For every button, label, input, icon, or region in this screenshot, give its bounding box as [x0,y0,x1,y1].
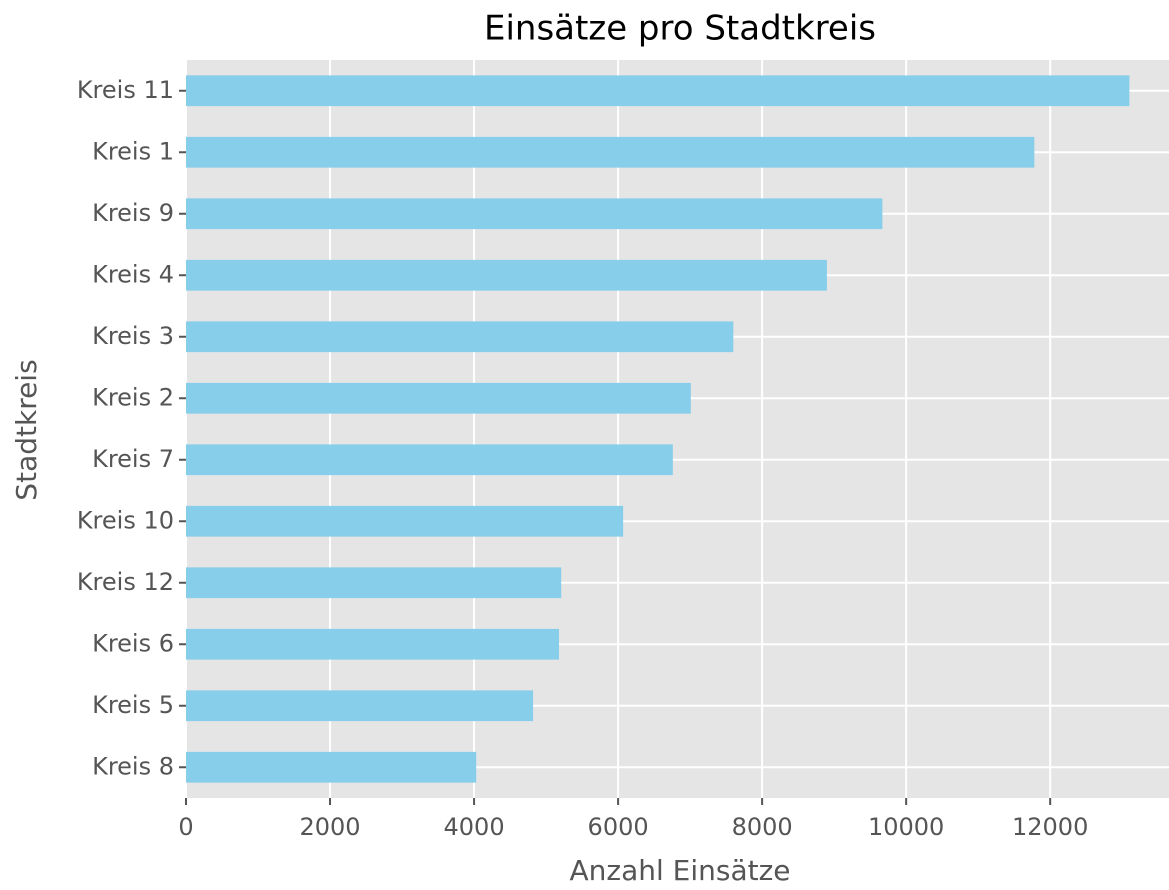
bar [186,751,477,783]
y-tick-label: Kreis 1 [92,137,174,165]
y-tick-label: Kreis 3 [92,322,174,350]
x-tick-label: 10000 [868,813,944,841]
bar [186,505,624,537]
bar [186,628,560,660]
bar [186,690,534,722]
y-tick-label: Kreis 12 [77,568,174,596]
x-tick-label: 4000 [444,813,505,841]
bar [186,259,827,291]
bar [186,75,1130,107]
bar [186,382,691,414]
y-tick-label: Kreis 6 [92,629,174,657]
bar [186,444,673,476]
plot-background [186,60,1169,798]
x-tick-label: 8000 [732,813,793,841]
bar [186,567,562,599]
y-tick-label: Kreis 10 [77,506,174,534]
x-tick-label: 0 [178,813,193,841]
y-tick-label: Kreis 2 [92,383,174,411]
bar [186,198,883,230]
x-axis-label: Anzahl Einsätze [569,854,790,887]
y-tick-label: Kreis 8 [92,752,174,780]
x-tick-label: 12000 [1012,813,1088,841]
chart-title: Einsätze pro Stadtkreis [484,9,876,49]
bar [186,321,734,353]
x-tick-label: 6000 [588,813,649,841]
y-axis-label: Stadtkreis [10,359,43,500]
y-tick-label: Kreis 11 [77,76,174,104]
y-tick-label: Kreis 9 [92,199,174,227]
y-tick-label: Kreis 5 [92,691,174,719]
bar [186,136,1035,168]
y-tick-label: Kreis 7 [92,445,174,473]
y-tick-label: Kreis 4 [92,260,174,288]
x-tick-label: 2000 [299,813,360,841]
